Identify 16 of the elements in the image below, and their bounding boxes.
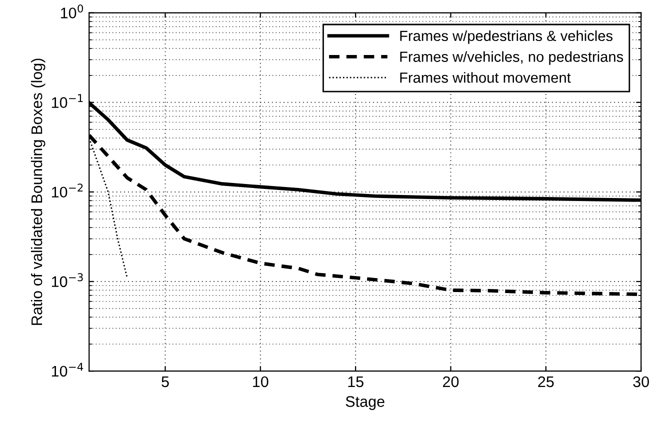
x-tick-label: 30 bbox=[633, 376, 649, 388]
x-tick-label: 5 bbox=[162, 376, 169, 388]
x-tick-label: 10 bbox=[253, 376, 268, 388]
legend-label: Frames without movement bbox=[400, 72, 571, 83]
y-tick-label: 10$^{−4}$ bbox=[52, 362, 84, 377]
x-tick-label: 20 bbox=[443, 376, 459, 388]
legend-label: Frames w/pedestrians & vehicles bbox=[400, 30, 612, 44]
legend-label: Frames w/vehicles, no pedestrians bbox=[400, 51, 624, 65]
y-tick-label: 10$^{−3}$ bbox=[52, 273, 83, 288]
x-tick-label: 25 bbox=[538, 376, 554, 388]
x-tick-label: 15 bbox=[348, 376, 364, 388]
y-axis-title: Ratio of validated Bounding Boxes (log) bbox=[30, 58, 46, 325]
x-axis-title: Stage bbox=[346, 396, 384, 410]
y-tick-label: 10$^{−2}$ bbox=[52, 184, 83, 198]
y-tick-label: 10$^{0}$ bbox=[60, 4, 84, 18]
y-tick-label: 10$^{−1}$ bbox=[52, 94, 83, 108]
